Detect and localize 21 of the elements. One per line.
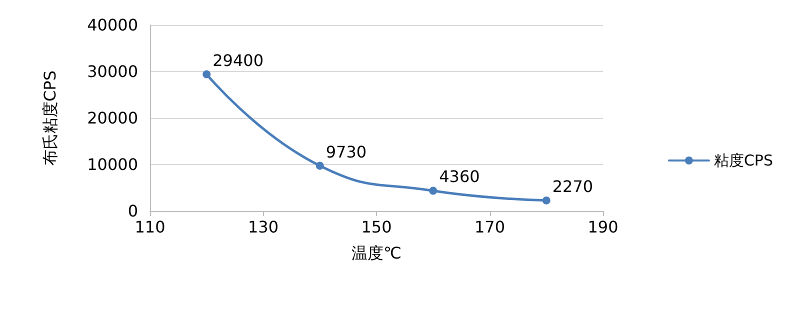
data-label: 2270 — [552, 176, 594, 196]
y-tick-label: 0 — [128, 202, 138, 220]
x-tick-label: 190 — [588, 218, 618, 236]
y-tick-label: 10000 — [87, 155, 138, 174]
x-axis-title: 温度℃ — [352, 244, 402, 262]
point — [429, 186, 438, 195]
data-label: 29400 — [212, 50, 264, 70]
y-tick-label: 30000 — [87, 62, 138, 81]
point — [542, 196, 550, 204]
point — [202, 70, 211, 78]
y-tick-label: 20000 — [87, 108, 138, 128]
x-tick-label: 110 — [134, 218, 166, 236]
point — [316, 162, 324, 170]
data-label: 4360 — [439, 167, 480, 186]
legend-label: 粘度CPS — [714, 152, 774, 170]
data-label: 9730 — [326, 142, 367, 162]
y-tick-label: 40000 — [87, 16, 138, 34]
x-tick-label: 170 — [474, 218, 506, 236]
y-axis-title: 布氏粘度CPS — [40, 70, 60, 166]
x-tick-label: 130 — [248, 218, 279, 236]
x-tick-label: 150 — [361, 218, 392, 236]
